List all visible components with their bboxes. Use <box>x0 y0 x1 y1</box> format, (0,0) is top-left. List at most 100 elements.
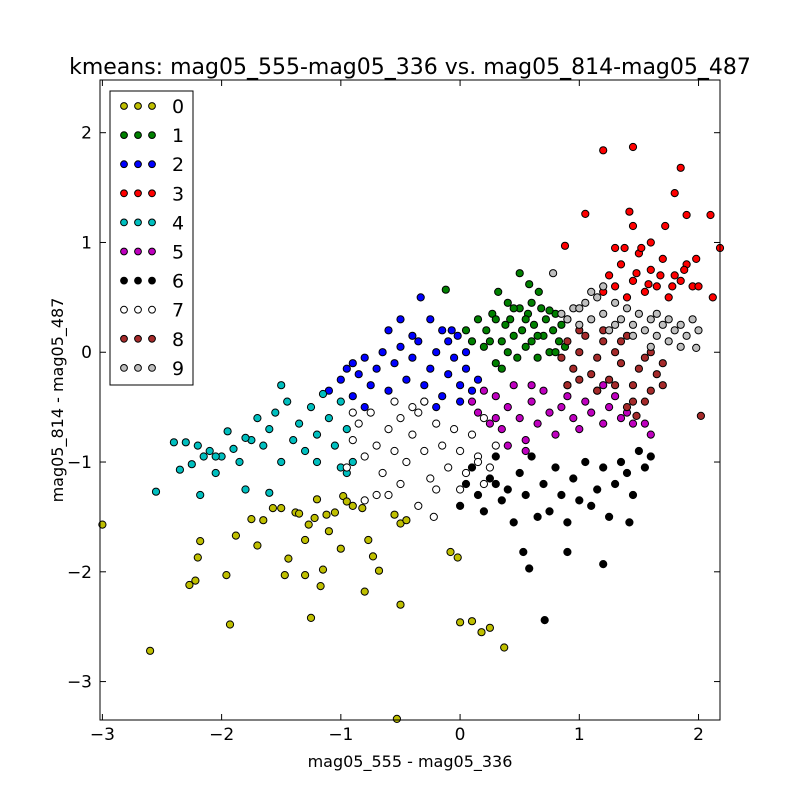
point-cluster-3 <box>611 243 620 253</box>
y-tick-label: 0 <box>81 343 92 363</box>
point-cluster-8 <box>599 337 608 346</box>
point-cluster-8 <box>652 370 661 379</box>
point-cluster-6 <box>533 512 542 522</box>
legend-label: 5 <box>172 242 184 264</box>
point-cluster-1 <box>509 304 518 313</box>
point-cluster-2 <box>336 375 345 384</box>
point-cluster-0 <box>368 552 378 561</box>
point-cluster-7 <box>408 430 417 439</box>
point-cluster-0 <box>193 553 202 562</box>
point-cluster-2 <box>348 359 357 368</box>
point-cluster-9 <box>611 320 620 329</box>
point-cluster-7 <box>366 408 375 417</box>
point-cluster-6 <box>640 463 650 472</box>
point-cluster-9 <box>676 342 685 351</box>
x-tick-label: −3 <box>90 725 115 745</box>
point-cluster-1 <box>557 320 566 329</box>
point-cluster-9 <box>611 298 620 307</box>
legend-label: 1 <box>172 125 184 147</box>
point-cluster-8 <box>622 403 632 412</box>
point-cluster-5 <box>521 446 530 456</box>
point-cluster-4 <box>312 430 322 439</box>
point-cluster-6 <box>605 512 614 522</box>
point-cluster-9 <box>587 287 596 296</box>
point-cluster-0 <box>402 516 411 525</box>
point-cluster-7 <box>444 463 453 472</box>
point-cluster-7 <box>473 457 483 467</box>
point-cluster-1 <box>491 359 500 368</box>
point-cluster-8 <box>632 411 641 420</box>
point-cluster-4 <box>196 490 205 500</box>
point-cluster-5 <box>581 397 590 406</box>
point-cluster-0 <box>322 510 331 519</box>
point-cluster-6 <box>545 507 554 516</box>
legend-label: 4 <box>172 212 184 234</box>
point-cluster-9 <box>575 320 584 329</box>
point-cluster-9 <box>692 343 701 352</box>
point-cluster-4 <box>187 460 196 469</box>
point-cluster-4 <box>169 438 178 447</box>
point-cluster-5 <box>616 414 626 423</box>
legend-entry-4: 4 <box>120 212 184 234</box>
point-cluster-7 <box>438 441 447 450</box>
point-cluster-2 <box>396 315 405 324</box>
point-cluster-0 <box>146 646 155 655</box>
point-cluster-8 <box>593 386 602 395</box>
legend-marker <box>134 364 142 372</box>
point-cluster-0 <box>390 510 399 519</box>
point-cluster-7 <box>360 452 369 461</box>
point-cluster-1 <box>537 304 546 313</box>
point-cluster-4 <box>175 465 184 474</box>
point-cluster-0 <box>392 714 401 724</box>
point-cluster-2 <box>360 353 369 362</box>
legend-marker <box>134 218 142 227</box>
point-cluster-3 <box>670 189 679 198</box>
point-cluster-9 <box>652 309 661 318</box>
point-cluster-6 <box>456 501 465 510</box>
point-cluster-7 <box>414 501 423 510</box>
point-cluster-1 <box>485 337 494 346</box>
point-cluster-5 <box>587 408 596 417</box>
legend-marker <box>148 189 156 198</box>
point-cluster-9 <box>640 326 650 335</box>
point-cluster-2 <box>408 353 417 362</box>
point-cluster-0 <box>268 504 277 513</box>
point-cluster-2 <box>444 370 453 379</box>
point-cluster-4 <box>259 441 268 450</box>
legend-marker <box>120 102 128 110</box>
point-cluster-0 <box>222 571 231 580</box>
point-cluster-0 <box>185 580 194 590</box>
point-cluster-6 <box>581 457 590 467</box>
point-cluster-4 <box>277 381 286 390</box>
point-cluster-0 <box>358 504 367 513</box>
point-cluster-9 <box>622 304 632 313</box>
point-cluster-8 <box>557 353 566 362</box>
point-cluster-6 <box>593 485 602 494</box>
point-cluster-1 <box>473 315 483 324</box>
point-cluster-4 <box>223 427 232 436</box>
point-cluster-5 <box>491 414 500 423</box>
point-cluster-5 <box>533 419 542 428</box>
point-cluster-0 <box>364 535 373 545</box>
point-cluster-8 <box>696 411 706 420</box>
legend-label: 8 <box>172 329 184 351</box>
point-cluster-2 <box>461 348 471 357</box>
point-cluster-9 <box>549 269 558 278</box>
point-cluster-3 <box>680 265 689 274</box>
legend-entry-0: 0 <box>120 96 184 118</box>
x-axis-label: mag05_555 - mag05_336 <box>308 752 513 772</box>
point-cluster-7 <box>432 485 441 494</box>
point-cluster-5 <box>485 419 494 428</box>
point-cluster-1 <box>534 287 543 296</box>
point-cluster-7 <box>378 468 387 478</box>
point-cluster-1 <box>461 326 471 335</box>
y-tick-label: 2 <box>81 124 92 144</box>
point-cluster-7 <box>348 436 357 445</box>
point-cluster-6 <box>521 490 530 500</box>
point-cluster-8 <box>611 381 620 390</box>
point-cluster-9 <box>658 320 667 329</box>
point-cluster-8 <box>628 397 638 406</box>
point-cluster-8 <box>581 331 590 340</box>
point-cluster-1 <box>521 315 530 324</box>
point-cluster-0 <box>467 617 477 626</box>
